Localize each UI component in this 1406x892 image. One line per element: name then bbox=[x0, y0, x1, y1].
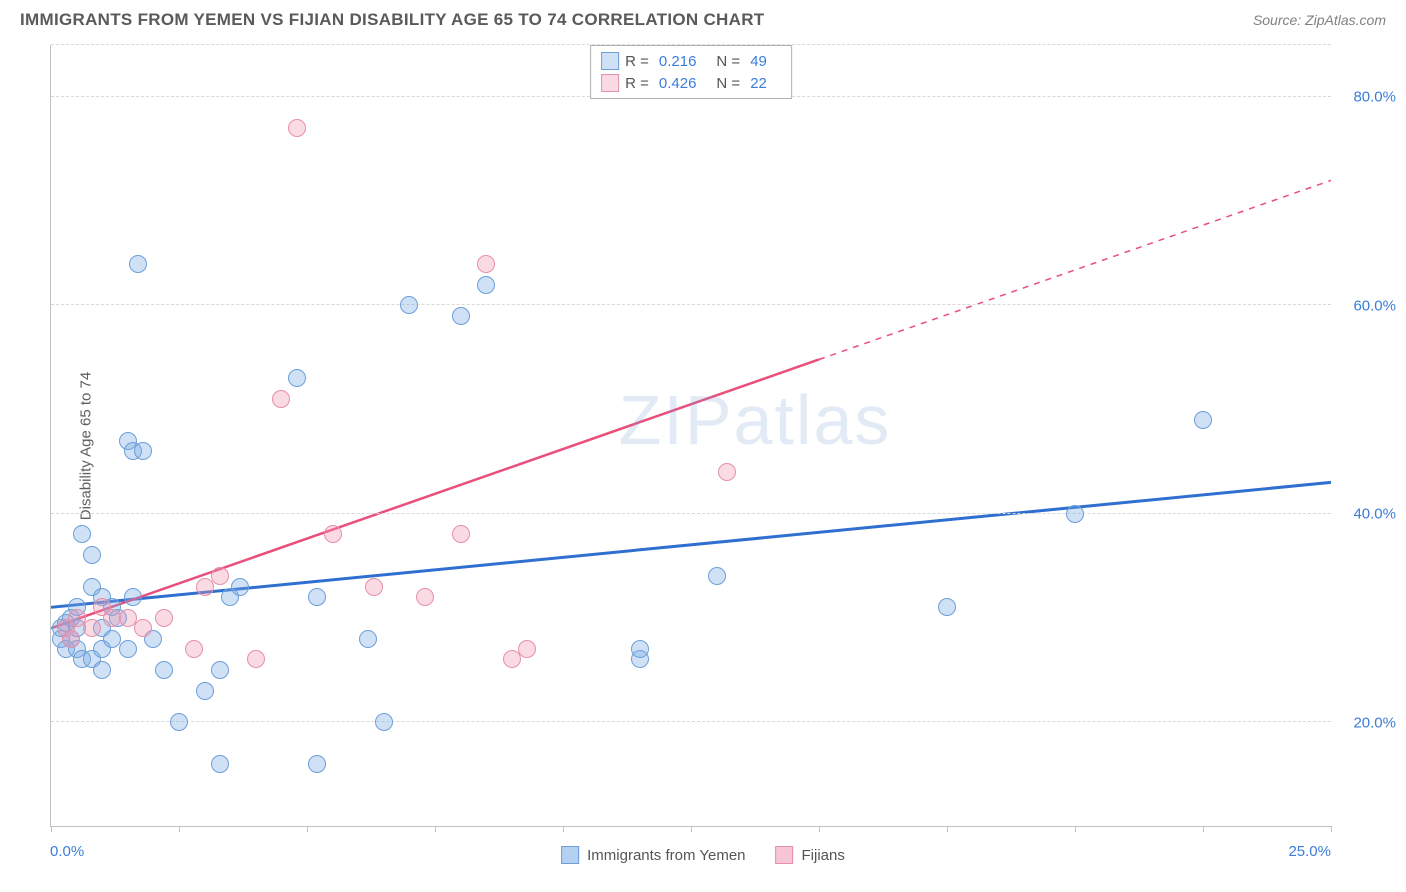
y-tick-label: 20.0% bbox=[1353, 714, 1396, 731]
trend-line bbox=[51, 359, 819, 628]
data-point bbox=[452, 525, 470, 543]
x-tick bbox=[435, 826, 436, 832]
trend-lines-layer bbox=[51, 45, 1331, 826]
data-point bbox=[288, 119, 306, 137]
data-point bbox=[518, 640, 536, 658]
data-point bbox=[83, 546, 101, 564]
data-point bbox=[155, 661, 173, 679]
data-point bbox=[503, 650, 521, 668]
data-point bbox=[288, 369, 306, 387]
trend-line-dashed bbox=[819, 180, 1331, 359]
legend-label: Immigrants from Yemen bbox=[587, 847, 745, 864]
data-point bbox=[196, 578, 214, 596]
data-point bbox=[477, 255, 495, 273]
gridline bbox=[51, 513, 1331, 514]
data-point bbox=[119, 640, 137, 658]
x-tick bbox=[179, 826, 180, 832]
data-point bbox=[1194, 411, 1212, 429]
data-point bbox=[308, 755, 326, 773]
x-tick bbox=[51, 826, 52, 832]
n-value: 22 bbox=[750, 75, 767, 92]
correlation-legend: R = 0.216 N = 49 R = 0.426 N = 22 bbox=[590, 45, 792, 99]
data-point bbox=[211, 661, 229, 679]
data-point bbox=[134, 442, 152, 460]
y-tick-label: 40.0% bbox=[1353, 506, 1396, 523]
data-point bbox=[718, 463, 736, 481]
data-point bbox=[631, 640, 649, 658]
data-point bbox=[129, 255, 147, 273]
data-point bbox=[211, 755, 229, 773]
y-tick-label: 80.0% bbox=[1353, 89, 1396, 106]
data-point bbox=[416, 588, 434, 606]
data-point bbox=[938, 598, 956, 616]
data-point bbox=[247, 650, 265, 668]
watermark-text: ZIPatlas bbox=[619, 380, 892, 460]
x-tick bbox=[563, 826, 564, 832]
x-tick bbox=[819, 826, 820, 832]
data-point bbox=[272, 390, 290, 408]
chart-title: IMMIGRANTS FROM YEMEN VS FIJIAN DISABILI… bbox=[20, 10, 764, 30]
series-legend: Immigrants from Yemen Fijians bbox=[561, 846, 845, 864]
data-point bbox=[73, 525, 91, 543]
data-point bbox=[83, 619, 101, 637]
legend-swatch bbox=[601, 74, 619, 92]
data-point bbox=[93, 661, 111, 679]
data-point bbox=[62, 630, 80, 648]
source-attribution: Source: ZipAtlas.com bbox=[1253, 12, 1386, 28]
data-point bbox=[365, 578, 383, 596]
legend-swatch bbox=[561, 846, 579, 864]
x-tick-label: 25.0% bbox=[1288, 843, 1331, 860]
legend-swatch bbox=[776, 846, 794, 864]
data-point bbox=[359, 630, 377, 648]
data-point bbox=[1066, 505, 1084, 523]
data-point bbox=[231, 578, 249, 596]
n-value: 49 bbox=[750, 53, 767, 70]
x-tick bbox=[1331, 826, 1332, 832]
data-point bbox=[708, 567, 726, 585]
r-label: R = bbox=[625, 75, 649, 92]
data-point bbox=[170, 713, 188, 731]
x-tick bbox=[1075, 826, 1076, 832]
x-tick bbox=[307, 826, 308, 832]
n-label: N = bbox=[716, 53, 740, 70]
data-point bbox=[211, 567, 229, 585]
n-label: N = bbox=[716, 75, 740, 92]
data-point bbox=[477, 276, 495, 294]
data-point bbox=[452, 307, 470, 325]
x-tick bbox=[947, 826, 948, 832]
legend-item: Immigrants from Yemen bbox=[561, 846, 745, 864]
scatter-chart: ZIPatlas R = 0.216 N = 49 R = 0.426 N = 22 bbox=[50, 45, 1331, 827]
data-point bbox=[375, 713, 393, 731]
data-point bbox=[124, 588, 142, 606]
data-point bbox=[324, 525, 342, 543]
legend-row: R = 0.426 N = 22 bbox=[601, 72, 781, 94]
data-point bbox=[400, 296, 418, 314]
legend-row: R = 0.216 N = 49 bbox=[601, 50, 781, 72]
gridline bbox=[51, 304, 1331, 305]
legend-item: Fijians bbox=[776, 846, 845, 864]
data-point bbox=[196, 682, 214, 700]
r-value: 0.426 bbox=[659, 75, 697, 92]
x-tick bbox=[1203, 826, 1204, 832]
legend-swatch bbox=[601, 52, 619, 70]
data-point bbox=[134, 619, 152, 637]
gridline bbox=[51, 721, 1331, 722]
data-point bbox=[155, 609, 173, 627]
r-label: R = bbox=[625, 53, 649, 70]
data-point bbox=[185, 640, 203, 658]
y-tick-label: 60.0% bbox=[1353, 297, 1396, 314]
x-tick-label: 0.0% bbox=[50, 843, 84, 860]
r-value: 0.216 bbox=[659, 53, 697, 70]
legend-label: Fijians bbox=[802, 847, 845, 864]
data-point bbox=[308, 588, 326, 606]
x-tick bbox=[691, 826, 692, 832]
